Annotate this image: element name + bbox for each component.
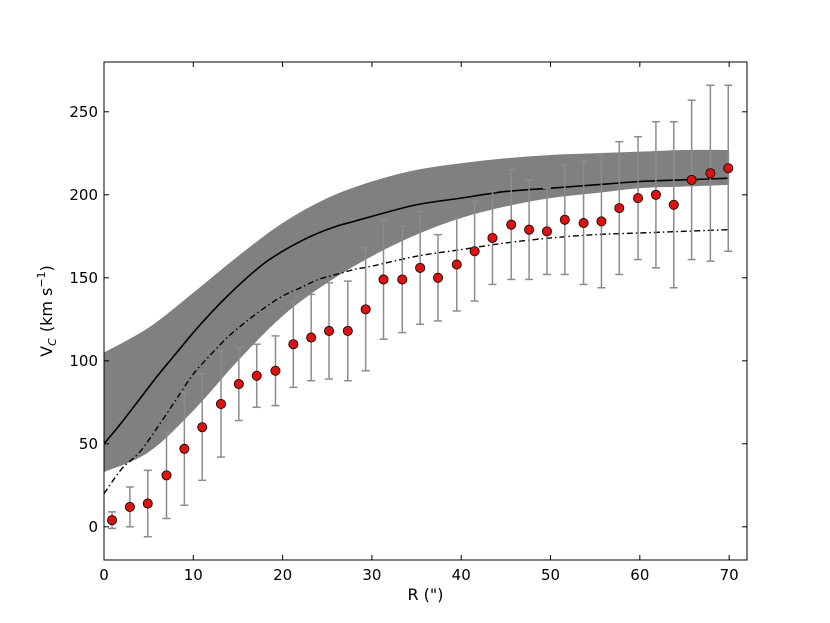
data-point bbox=[179, 443, 190, 454]
data-point bbox=[215, 398, 226, 409]
data-point bbox=[506, 219, 517, 230]
plot-content bbox=[104, 84, 734, 538]
x-tick-label: 40 bbox=[452, 566, 471, 584]
data-point bbox=[487, 232, 498, 243]
x-tick-label: 70 bbox=[720, 566, 739, 584]
plot-area bbox=[104, 84, 734, 538]
y-axis-label-units: (km s bbox=[37, 288, 56, 333]
dashdot-model-line bbox=[104, 228, 730, 495]
data-point bbox=[397, 274, 408, 285]
data-point bbox=[360, 304, 371, 315]
data-point bbox=[270, 365, 281, 376]
axes-frame bbox=[103, 61, 748, 561]
data-point bbox=[559, 214, 570, 225]
data-point bbox=[578, 218, 589, 229]
data-point bbox=[415, 262, 426, 273]
y-axis-label-exponent: −1 bbox=[35, 271, 48, 287]
data-point bbox=[161, 470, 172, 481]
x-tick-label: 10 bbox=[184, 566, 203, 584]
data-point bbox=[650, 189, 661, 200]
x-tick-label: 0 bbox=[99, 566, 109, 584]
x-tick-label: 20 bbox=[273, 566, 292, 584]
model-curve-line bbox=[104, 177, 730, 445]
data-point bbox=[142, 498, 153, 509]
data-point bbox=[469, 246, 480, 257]
y-tick-label: 150 bbox=[69, 269, 98, 287]
data-point bbox=[324, 325, 335, 336]
data-point bbox=[433, 272, 444, 283]
y-tick-label: 200 bbox=[69, 186, 98, 204]
data-point bbox=[251, 370, 262, 381]
data-point bbox=[668, 199, 679, 210]
y-axis-label-close: ) bbox=[37, 265, 56, 271]
x-tick-label: 30 bbox=[362, 566, 381, 584]
y-axis-label-main: V bbox=[37, 346, 56, 357]
data-point bbox=[197, 422, 208, 433]
y-tick-label: 0 bbox=[88, 518, 98, 536]
x-tick-label: 60 bbox=[630, 566, 649, 584]
data-point bbox=[306, 332, 317, 343]
y-tick-label: 50 bbox=[79, 435, 98, 453]
data-point bbox=[524, 224, 535, 235]
data-point bbox=[107, 515, 118, 526]
data-point bbox=[723, 163, 734, 174]
data-point bbox=[288, 339, 299, 350]
data-point bbox=[686, 174, 697, 185]
data-point bbox=[541, 226, 552, 237]
y-tick-label: 250 bbox=[69, 103, 98, 121]
data-point bbox=[614, 203, 625, 214]
x-tick-label: 50 bbox=[541, 566, 560, 584]
data-point bbox=[633, 193, 644, 204]
y-axis-label-subscript: C bbox=[46, 338, 59, 346]
data-point bbox=[233, 379, 244, 390]
y-tick-label: 100 bbox=[69, 352, 98, 370]
data-point bbox=[705, 168, 716, 179]
uncertainty-band bbox=[104, 149, 730, 473]
data-point bbox=[124, 501, 135, 512]
x-axis-label: R (") bbox=[407, 585, 443, 604]
axis-ticks: 0 10 20 30 40 50 60 70 0 50 100 150 200 250 bbox=[69, 62, 747, 584]
data-point bbox=[451, 259, 462, 270]
data-point bbox=[378, 274, 389, 285]
data-point bbox=[596, 216, 607, 227]
y-axis-label: VC (km s−1) bbox=[35, 265, 59, 357]
data-point bbox=[342, 325, 353, 336]
